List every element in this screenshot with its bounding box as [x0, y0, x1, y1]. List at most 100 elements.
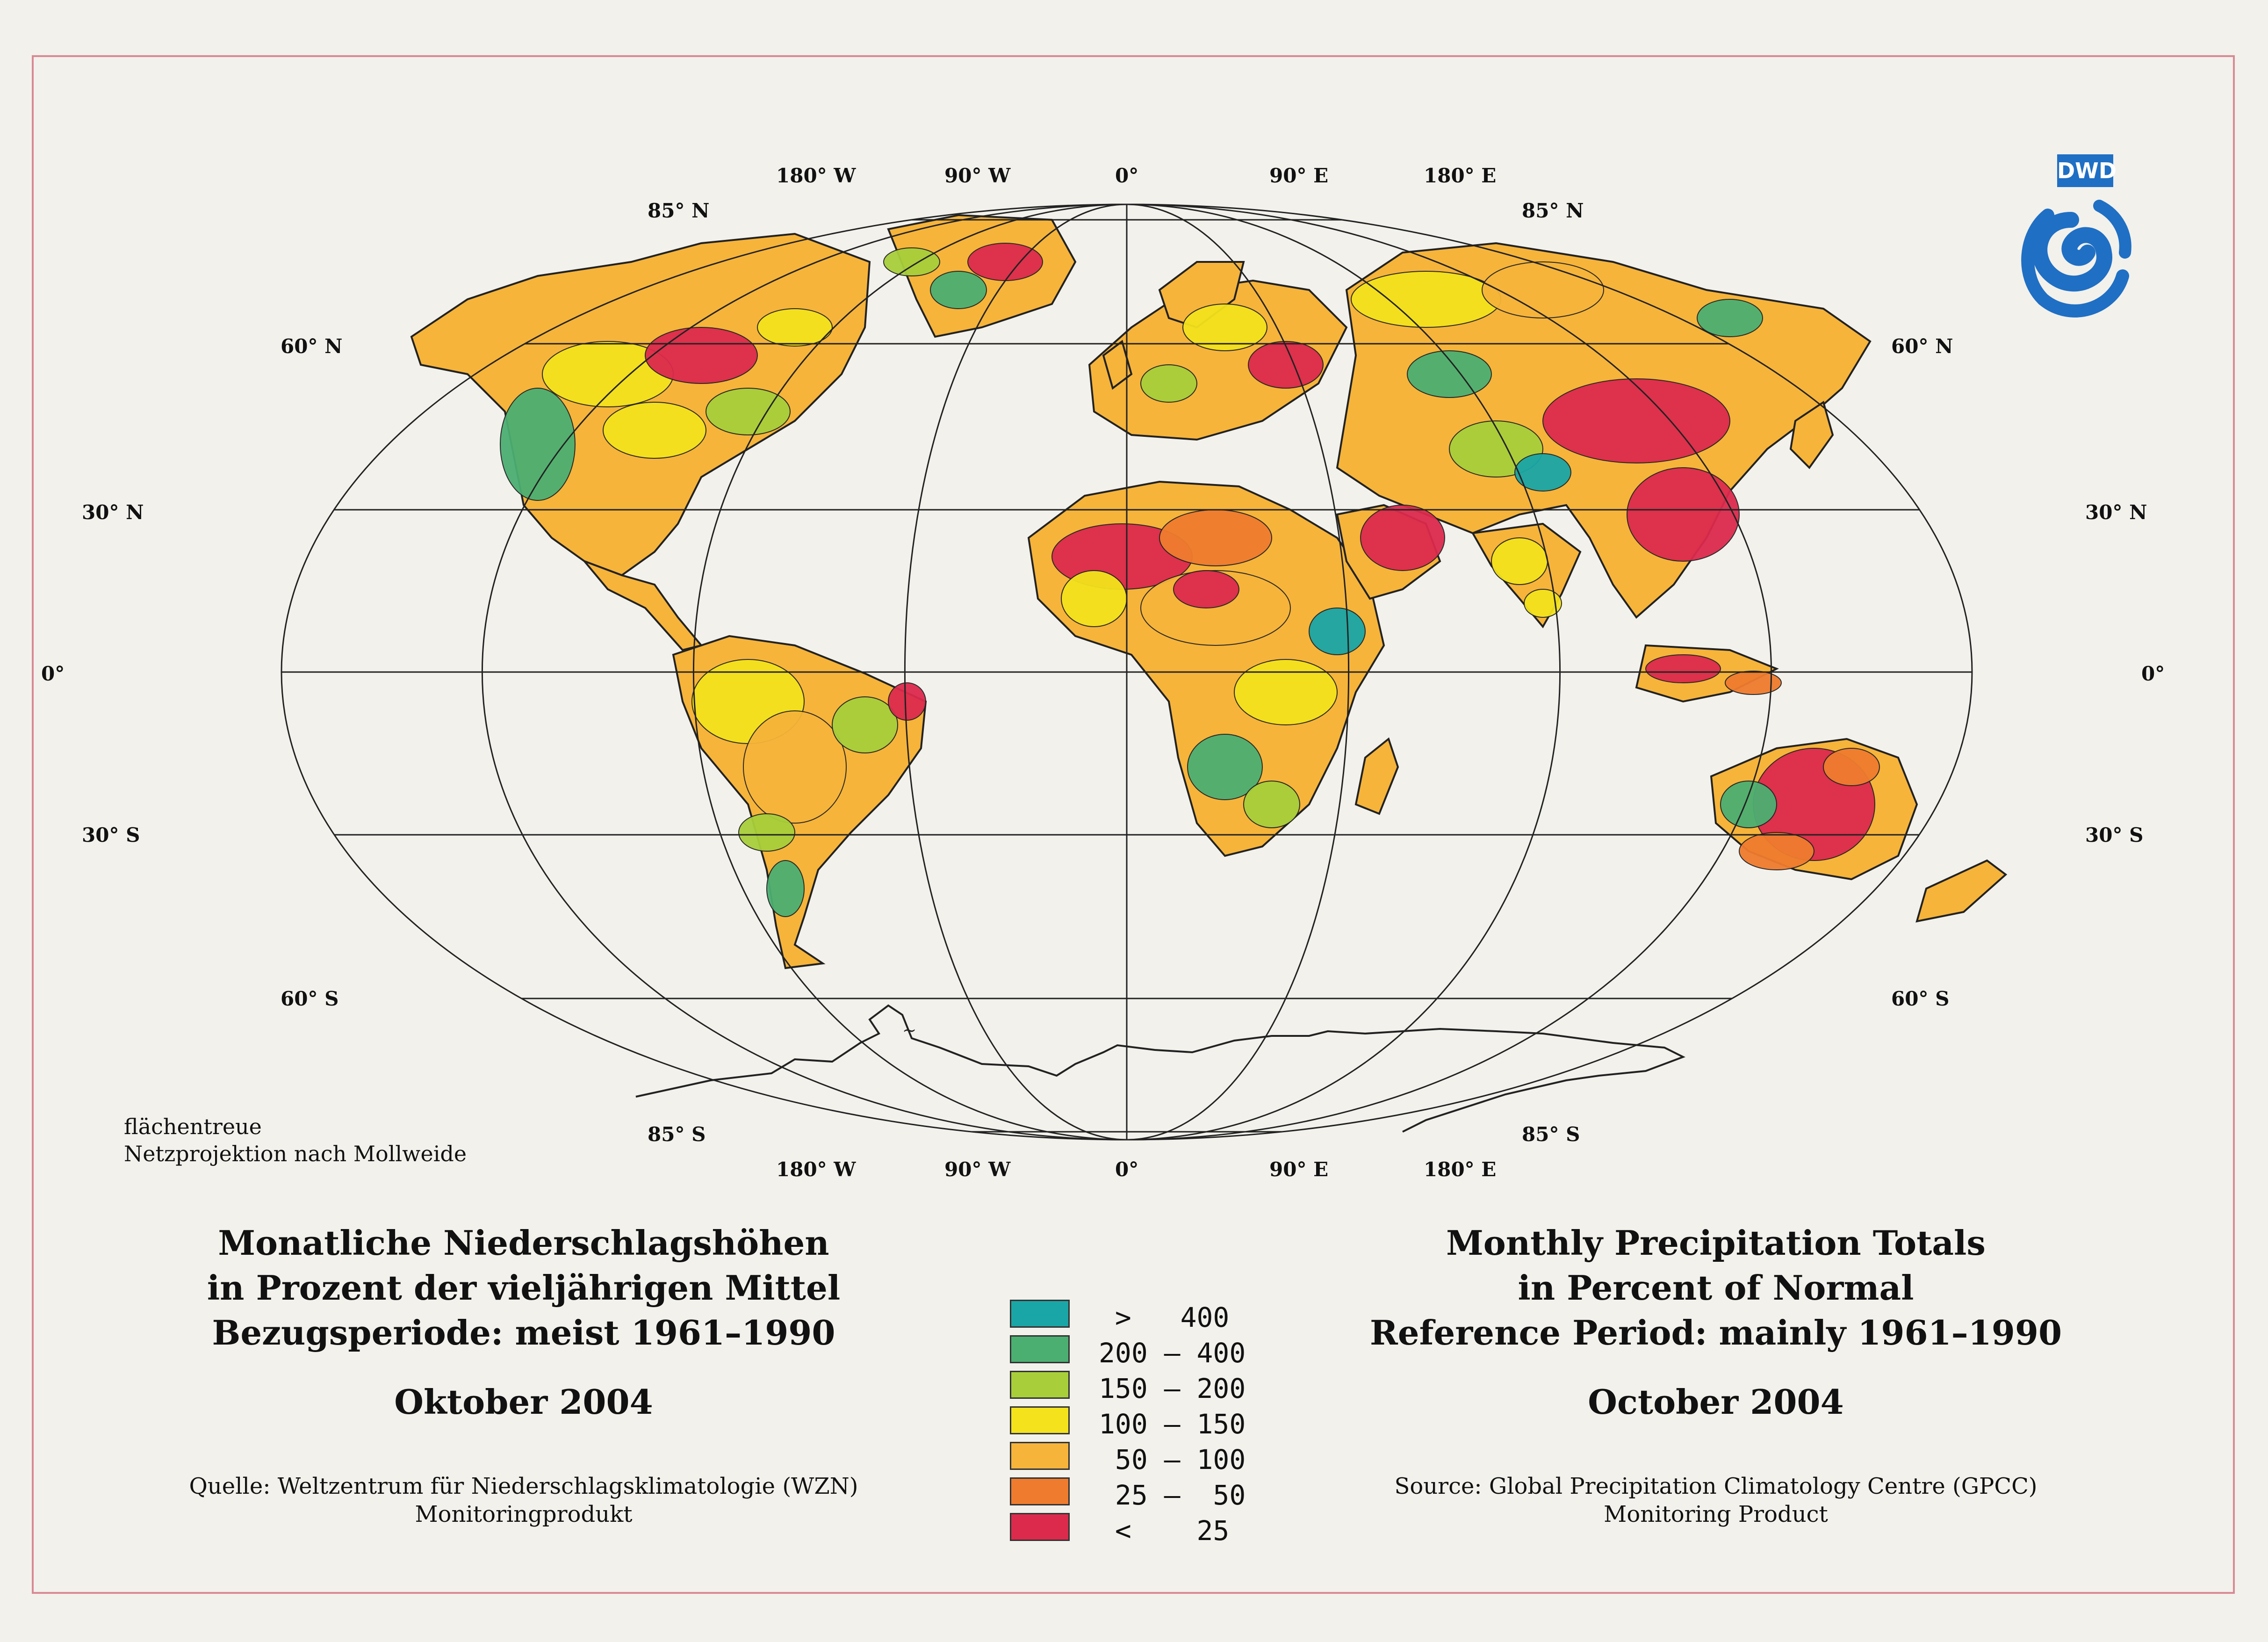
legend-label: > 400: [1099, 1302, 1230, 1333]
precip-patch: [888, 682, 926, 721]
precip-patch: [1524, 589, 1562, 618]
land-new-zealand: [1915, 859, 2008, 923]
lon-label-bottom: 180° W: [776, 1158, 856, 1181]
land-japan: [1789, 400, 1834, 470]
title-de-line2: in Prozent der vieljährigen Mittel: [207, 1268, 841, 1308]
title-de-month: Oktober 2004: [394, 1382, 653, 1422]
lat-label-right: 60° S: [1891, 987, 1950, 1010]
precip-patch: [1720, 781, 1777, 828]
lon-label-top: 90° E: [1269, 164, 1329, 187]
lon-label-bottom: 180° E: [1424, 1158, 1497, 1181]
precip-patch: [766, 860, 805, 917]
lon-label-top: 0°: [1115, 164, 1139, 187]
lon-label-bottom: 0°: [1115, 1158, 1139, 1181]
legend-label: 200 – 400: [1099, 1337, 1246, 1369]
legend-swatch-25-50: [1010, 1477, 1070, 1505]
title-german: Monatliche Niederschlagshöhen in Prozent…: [126, 1221, 921, 1425]
precip-patch: [1061, 570, 1127, 627]
graticule: [281, 203, 1973, 1141]
precip-patch: [1482, 261, 1604, 318]
title-english: Monthly Precipitation Totals in Percent …: [1318, 1221, 2113, 1425]
precip-patch: [1739, 832, 1814, 870]
lat-label-left: 0°: [41, 662, 65, 685]
precip-patch: [883, 247, 940, 276]
page-frame: [32, 55, 2235, 1594]
land-uk: [1102, 340, 1133, 390]
precip-patch: [832, 696, 898, 753]
precip-patch: [706, 388, 791, 435]
precip-patch: [1514, 453, 1571, 492]
projection-note-line1: flächentreue: [124, 1114, 262, 1139]
source-en-line1: Source: Global Precipitation Climatology…: [1394, 1473, 2038, 1499]
legend-label: 150 – 200: [1099, 1373, 1246, 1404]
precip-patch: [1645, 654, 1721, 683]
land-central-america: [581, 559, 703, 651]
source-german: Quelle: Weltzentrum für Niederschlagskli…: [103, 1472, 944, 1528]
precip-patch: [1823, 748, 1880, 786]
precip-patch: [743, 710, 847, 824]
source-de-line2: Monitoringprodukt: [415, 1501, 633, 1527]
antarctic-peninsula-mark: ~: [902, 1021, 916, 1040]
precip-patch: [1140, 364, 1197, 403]
precip-patch: [1491, 537, 1548, 585]
legend-swatch-200-400: [1010, 1335, 1070, 1363]
lat-label-left: 30° N: [82, 501, 144, 524]
precip-patch: [1187, 734, 1263, 800]
lat-label-right: 30° S: [2085, 824, 2144, 846]
lat-label-right: 85° S: [1522, 1123, 1580, 1146]
legend-label: 100 – 150: [1099, 1408, 1246, 1440]
precipitation-blobs: [500, 243, 1880, 917]
lat-label-left: 60° N: [281, 335, 343, 358]
precip-patch: [1248, 341, 1324, 389]
lat-label-left: 60° S: [281, 987, 339, 1010]
precip-patch: [1173, 570, 1239, 608]
lon-label-top: 90° W: [944, 164, 1011, 187]
legend-label: < 25: [1099, 1515, 1230, 1547]
precip-patch: [1627, 467, 1740, 562]
legend-label: 25 – 50: [1099, 1479, 1246, 1511]
lat-label-right: 0°: [2141, 662, 2165, 685]
precip-patch: [1159, 509, 1272, 566]
legend-swatch-150-200: [1010, 1371, 1070, 1399]
precip-patch: [1243, 781, 1300, 828]
precip-patch: [738, 813, 795, 852]
legend-swatch-50-100: [1010, 1442, 1070, 1470]
precip-patch: [757, 308, 833, 347]
projection-note: flächentreue Netzprojektion nach Mollwei…: [124, 1113, 467, 1167]
source-en-line2: Monitoring Product: [1604, 1501, 1828, 1527]
precip-patch: [1182, 304, 1267, 351]
land-madagascar: [1354, 737, 1399, 815]
lon-label-top: 180° E: [1424, 164, 1497, 187]
precip-patch: [603, 402, 706, 459]
lon-label-bottom: 90° E: [1269, 1158, 1329, 1181]
legend-swatch-100-150: [1010, 1406, 1070, 1434]
projection-note-line2: Netzprojektion nach Mollweide: [124, 1141, 467, 1166]
legend-label: 50 – 100: [1099, 1444, 1246, 1476]
title-en-line3: Reference Period: mainly 1961–1990: [1369, 1313, 2062, 1353]
lon-label-bottom: 90° W: [944, 1158, 1011, 1181]
dwd-logo-text: DWD: [2057, 154, 2117, 187]
precip-patch: [1234, 659, 1338, 725]
precip-patch: [930, 271, 987, 309]
source-english: Source: Global Precipitation Climatology…: [1295, 1472, 2137, 1528]
lat-label-right: 85° N: [1522, 199, 1584, 222]
title-de-line3: Bezugsperiode: meist 1961–1990: [212, 1313, 835, 1353]
title-en-line2: in Percent of Normal: [1518, 1268, 1914, 1308]
lat-label-right: 60° N: [1891, 335, 1953, 358]
title-en-month: October 2004: [1588, 1382, 1844, 1422]
lat-label-left: 30° S: [82, 824, 140, 846]
source-de-line1: Quelle: Weltzentrum für Niederschlagskli…: [189, 1473, 858, 1499]
precip-patch: [1725, 671, 1782, 695]
lat-label-left: 85° N: [648, 199, 710, 222]
title-de-line1: Monatliche Niederschlagshöhen: [218, 1223, 829, 1263]
precip-patch: [1407, 350, 1492, 398]
precip-patch: [1697, 299, 1763, 337]
legend-swatch-gt400: [1010, 1300, 1070, 1328]
precip-patch: [1542, 378, 1730, 463]
lon-label-top: 180° W: [776, 164, 856, 187]
precip-patch: [500, 388, 576, 501]
precip-patch: [1309, 608, 1366, 655]
antarctica-outline: [635, 1004, 1685, 1133]
title-en-line1: Monthly Precipitation Totals: [1446, 1223, 1986, 1263]
